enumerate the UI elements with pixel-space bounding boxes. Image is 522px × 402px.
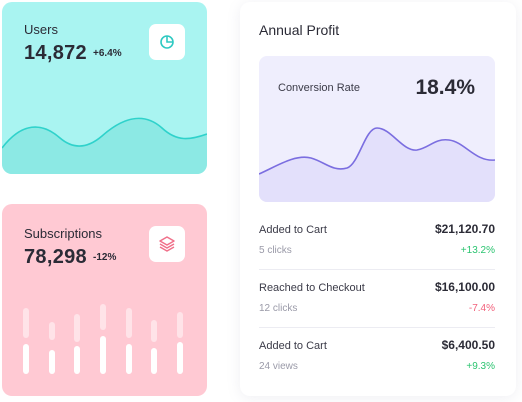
bar-bg-1 xyxy=(23,308,29,338)
bar-bg-6 xyxy=(151,320,157,342)
bar-bg-2 xyxy=(49,322,55,340)
bar-3 xyxy=(74,346,80,374)
users-wave-chart xyxy=(2,117,207,174)
users-label: Users xyxy=(24,22,58,37)
row-divider xyxy=(259,327,495,328)
bar-4 xyxy=(100,336,106,374)
users-card: Users 14,872 +6.4% xyxy=(2,2,207,174)
row-change: +9.3% xyxy=(466,361,495,372)
panel-title: Annual Profit xyxy=(259,22,340,38)
users-change: +6.4% xyxy=(92,48,122,59)
list-item[interactable]: Added to Cart 5 clicks $21,120.70 +13.2% xyxy=(259,212,495,270)
row-sub: 12 clicks xyxy=(259,303,298,314)
bar-bg-3 xyxy=(74,314,80,342)
row-name: Reached to Checkout xyxy=(259,282,365,294)
row-name: Added to Cart xyxy=(259,224,327,236)
row-divider xyxy=(259,269,495,270)
row-sub: 5 clicks xyxy=(259,245,292,256)
bar-7 xyxy=(177,342,183,374)
subscriptions-value: 78,298 xyxy=(24,246,87,268)
users-value: 14,872 xyxy=(24,42,87,64)
bar-2 xyxy=(49,350,55,374)
subscriptions-icon-button[interactable] xyxy=(149,226,185,262)
bar-1 xyxy=(23,344,29,374)
conversion-value: 18.4% xyxy=(415,76,475,99)
bar-5 xyxy=(126,344,132,374)
conversion-rate-card: Conversion Rate 18.4% xyxy=(259,56,495,202)
list-item[interactable]: Added to Cart 24 views $6,400.50 +9.3% xyxy=(259,328,495,386)
annual-profit-panel: Annual Profit Conversion Rate 18.4% Adde… xyxy=(240,2,516,396)
row-amount: $16,100.00 xyxy=(434,280,495,294)
subscriptions-card: Subscriptions 78,298 -12% xyxy=(2,204,207,396)
users-value-line: 14,872 +6.4% xyxy=(24,42,122,65)
row-change: -7.4% xyxy=(468,303,495,314)
bar-bg-7 xyxy=(177,312,183,338)
users-icon-button[interactable] xyxy=(149,24,185,60)
row-amount: $6,400.50 xyxy=(441,338,495,352)
bar-bg-4 xyxy=(100,304,106,330)
bar-bg-5 xyxy=(126,308,132,338)
pie-chart-icon xyxy=(160,35,174,49)
list-item[interactable]: Reached to Checkout 12 clicks $16,100.00… xyxy=(259,270,495,328)
bar-6 xyxy=(151,348,157,374)
row-sub: 24 views xyxy=(259,361,298,372)
row-name: Added to Cart xyxy=(259,340,327,352)
conversion-line-chart xyxy=(259,127,495,202)
subscriptions-change: -12% xyxy=(92,252,117,263)
subscriptions-bar-chart xyxy=(23,304,183,374)
row-amount: $21,120.70 xyxy=(434,222,495,236)
subscriptions-label: Subscriptions xyxy=(24,226,103,241)
row-change: +13.2% xyxy=(460,245,495,256)
subscriptions-value-line: 78,298 -12% xyxy=(24,246,116,269)
conversion-label: Conversion Rate xyxy=(278,82,360,94)
layers-icon xyxy=(159,236,175,252)
